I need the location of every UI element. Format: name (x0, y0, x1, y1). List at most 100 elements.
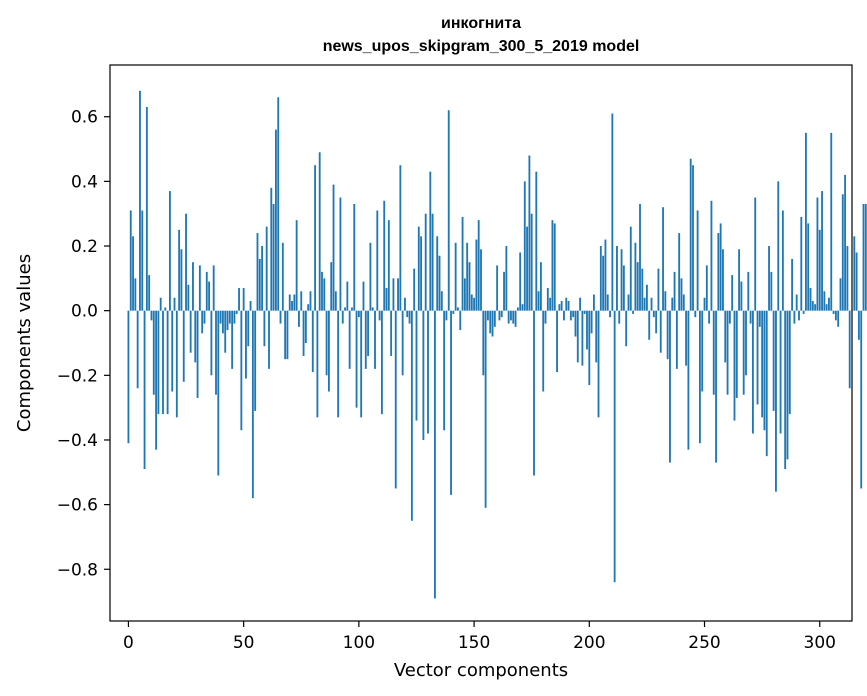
bar-78 (307, 304, 310, 311)
bar-148 (468, 262, 471, 311)
y-tick-label: −0.6 (57, 496, 98, 516)
bar-35 (208, 281, 211, 311)
bar-184 (551, 220, 554, 311)
bar-205 (599, 246, 602, 311)
bar-13 (157, 310, 160, 415)
bar-33 (203, 310, 206, 324)
bar-238 (675, 310, 678, 369)
bar-58 (261, 246, 264, 311)
bar-268 (745, 310, 747, 376)
bar-257 (719, 223, 722, 311)
bar-170 (519, 252, 522, 311)
bar-195 (576, 310, 579, 363)
bar-214 (620, 249, 623, 311)
bar-296 (809, 288, 812, 311)
x-tick-label: 300 (804, 633, 836, 653)
bar-4 (136, 310, 139, 389)
bar-222 (639, 204, 641, 311)
bar-279 (770, 271, 773, 311)
bar-256 (717, 233, 720, 311)
bar-41 (221, 310, 224, 334)
bar-311 (844, 174, 847, 311)
bar-66 (279, 310, 282, 324)
bar-245 (692, 165, 694, 311)
bar-43 (226, 310, 229, 331)
bar-271 (751, 310, 754, 434)
bar-123 (410, 310, 413, 521)
bar-110 (380, 310, 383, 415)
bar-197 (581, 310, 584, 366)
bar-42 (224, 310, 227, 353)
bar-240 (680, 278, 683, 311)
bar-75 (300, 291, 303, 311)
y-tick-label: −0.2 (57, 366, 98, 386)
bar-250 (703, 297, 706, 311)
bar-201 (590, 310, 593, 334)
bar-241 (682, 294, 685, 311)
bar-142 (454, 242, 457, 311)
bar-150 (473, 297, 476, 311)
bar-56 (256, 233, 259, 311)
bar-187 (558, 304, 561, 311)
bar-317 (857, 310, 860, 340)
bar-76 (302, 310, 305, 356)
bar-57 (258, 258, 261, 311)
x-tick-label: 150 (458, 633, 490, 653)
bar-127 (420, 236, 423, 311)
bar-204 (597, 310, 600, 418)
bar-10 (150, 310, 153, 321)
bar-139 (447, 110, 450, 311)
bar-294 (804, 132, 807, 311)
bar-219 (632, 310, 635, 314)
bar-96 (348, 310, 351, 369)
bar-213 (618, 310, 621, 324)
y-tick-label: 0.4 (71, 172, 98, 192)
bar-100 (357, 310, 360, 318)
bar-207 (604, 239, 607, 311)
bar-14 (159, 297, 162, 311)
bar-171 (521, 304, 524, 311)
bar-304 (828, 297, 830, 311)
bar-313 (848, 310, 851, 389)
bar-120 (404, 297, 406, 311)
bar-114 (390, 310, 393, 356)
bar-44 (228, 310, 231, 324)
bar-11 (152, 310, 155, 395)
bar-2 (132, 236, 134, 311)
bar-136 (440, 291, 443, 311)
bar-178 (537, 291, 540, 311)
bar-140 (450, 310, 452, 495)
bar-105 (369, 242, 372, 311)
bar-212 (616, 246, 618, 311)
bar-301 (821, 191, 823, 311)
bar-63 (272, 204, 275, 311)
bar-262 (731, 275, 734, 311)
bar-54 (251, 310, 254, 499)
bar-199 (586, 310, 588, 350)
bar-98 (353, 204, 356, 311)
bar-305 (830, 132, 833, 311)
bar-117 (397, 278, 399, 311)
bar-235 (669, 310, 671, 463)
bar-189 (563, 310, 565, 321)
bar-83 (318, 152, 321, 311)
bar-161 (498, 310, 501, 321)
bar-89 (332, 184, 335, 311)
bar-134 (436, 236, 439, 311)
bar-179 (539, 262, 542, 311)
bar-55 (254, 310, 257, 411)
bar-121 (406, 310, 409, 318)
bar-164 (505, 246, 508, 311)
bar-102 (362, 281, 365, 311)
bar-247 (696, 210, 699, 311)
bar-99 (355, 310, 358, 408)
bar-302 (823, 291, 826, 311)
bar-221 (636, 262, 639, 311)
x-tick-label: 250 (688, 633, 720, 653)
y-tick-label: 0.0 (71, 302, 98, 322)
bar-8 (145, 107, 148, 311)
bar-128 (422, 310, 425, 440)
bar-306 (832, 310, 835, 314)
bar-116 (394, 310, 397, 489)
bar-18 (168, 191, 171, 311)
